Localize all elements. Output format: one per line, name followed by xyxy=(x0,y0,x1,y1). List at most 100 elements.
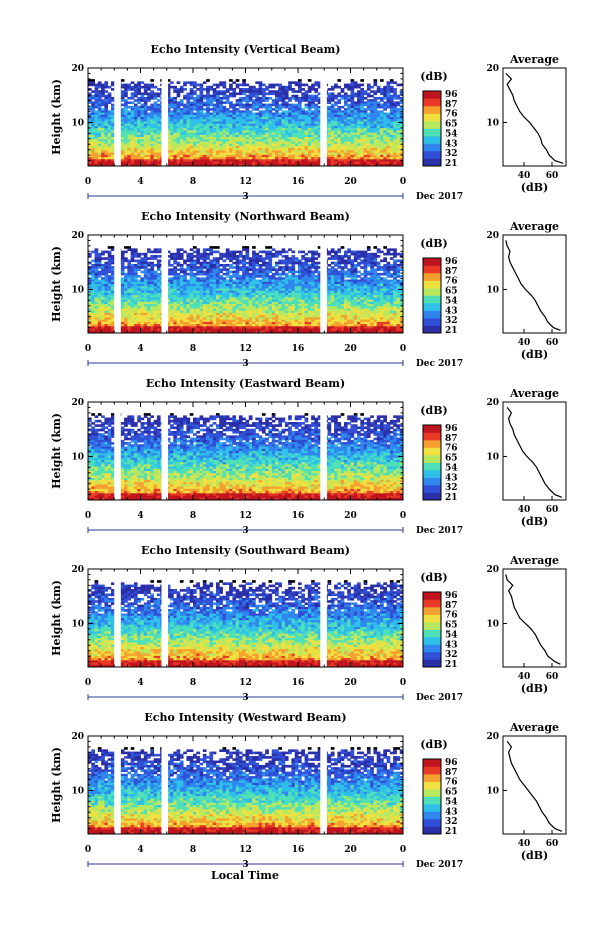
heatmap-cell xyxy=(377,255,381,258)
heatmap-cell xyxy=(200,273,204,276)
heatmap-cell xyxy=(278,253,282,256)
heatmap-cell xyxy=(351,253,355,256)
heatmap-cell xyxy=(265,257,269,260)
heatmap-cell xyxy=(314,253,318,256)
heatmap-cell xyxy=(314,99,318,102)
heatmap-cell xyxy=(121,86,125,89)
heatmap-cell xyxy=(219,257,223,260)
heatmap-cell xyxy=(108,101,112,104)
heatmap-cell xyxy=(150,79,154,82)
heatmap-cell xyxy=(101,95,105,98)
heatmap-cell xyxy=(144,93,148,96)
panel-title: Echo Intensity (Northward Beam) xyxy=(141,210,350,223)
heatmap-cell xyxy=(328,253,332,256)
heatmap-cell xyxy=(255,275,259,278)
heatmap-cell xyxy=(121,104,125,107)
heatmap-cell xyxy=(331,88,335,91)
heatmap-cell xyxy=(308,251,312,254)
colorbar-swatch xyxy=(423,136,441,144)
heatmap-cell xyxy=(272,255,276,258)
colorbar-tick-label: 76 xyxy=(445,110,458,120)
heatmap-cell xyxy=(170,86,174,89)
heatmap-cell xyxy=(367,273,371,276)
heatmap-cell xyxy=(380,93,384,96)
heatmap-cell xyxy=(373,84,377,87)
heatmap-cell xyxy=(134,255,138,258)
heatmap-cell xyxy=(154,97,158,100)
heatmap-cell xyxy=(213,99,217,102)
heatmap-cell xyxy=(396,260,400,263)
heatmap-cell xyxy=(259,93,263,96)
heatmap-cell xyxy=(373,93,377,96)
heatmap-cell xyxy=(157,88,161,91)
heatmap-cell xyxy=(134,99,138,102)
heatmap-cell xyxy=(396,253,400,256)
heatmap-cell xyxy=(104,257,108,260)
heatmap-cell xyxy=(259,251,263,254)
heatmap-cell xyxy=(252,95,256,98)
y-axis-label: Height (km) xyxy=(50,79,63,155)
heatmap-cell xyxy=(190,84,194,87)
heatmap-cell xyxy=(370,95,374,98)
heatmap-cell xyxy=(137,275,141,278)
heatmap-cell xyxy=(91,97,95,100)
colorbar-unit: (dB) xyxy=(420,70,447,83)
heatmap-cell xyxy=(341,262,345,265)
heatmap-cell xyxy=(203,88,207,91)
heatmap-cell xyxy=(380,268,384,271)
heatmap-cell xyxy=(285,106,289,109)
profile-x-tick-label: 40 xyxy=(518,171,531,181)
heatmap-cell xyxy=(275,264,279,267)
heatmap-cell xyxy=(203,108,207,111)
heatmap-cell xyxy=(229,79,233,82)
heatmap-cell xyxy=(170,273,174,276)
heatmap-cell xyxy=(91,251,95,254)
heatmap-cell xyxy=(183,97,187,100)
heatmap-cell xyxy=(232,266,236,269)
heatmap-cell xyxy=(377,106,381,109)
data-gap xyxy=(162,68,169,166)
heatmap-cell xyxy=(373,264,377,267)
heatmap-cell xyxy=(377,90,381,93)
heatmap-cell xyxy=(337,86,341,89)
heatmap-cell xyxy=(291,90,295,93)
heatmap-cell xyxy=(219,93,223,96)
heatmap-cell xyxy=(226,275,230,278)
heatmap-cell xyxy=(278,262,282,265)
heatmap-cell xyxy=(334,257,338,260)
heatmap-cell xyxy=(131,101,135,104)
heatmap-cell xyxy=(314,257,318,260)
heatmap-cell xyxy=(255,108,259,111)
heatmap-cell xyxy=(265,99,269,102)
heatmap-cell xyxy=(209,108,213,111)
heatmap-cell xyxy=(314,271,318,274)
x-tick-label: 8 xyxy=(190,177,196,187)
heatmap-cell xyxy=(291,251,295,254)
heatmap-cell xyxy=(232,275,236,278)
heatmap-cell xyxy=(223,101,227,104)
heatmap-cell xyxy=(177,257,181,260)
heatmap-cell xyxy=(101,257,105,260)
heatmap-cell xyxy=(295,90,299,93)
colorbar-swatch xyxy=(423,159,441,167)
heatmap-cell xyxy=(295,262,299,265)
heatmap-cell xyxy=(236,79,240,82)
heatmap-cell xyxy=(190,248,194,251)
heatmap-cell xyxy=(232,262,236,265)
heatmap-cell xyxy=(104,90,108,93)
heatmap-cell xyxy=(101,104,105,107)
heatmap-cell xyxy=(334,86,338,89)
heatmap-cell xyxy=(183,88,187,91)
heatmap-cell xyxy=(301,257,305,260)
colorbar-swatch xyxy=(423,121,441,129)
heatmap-cell xyxy=(278,268,282,271)
heatmap-cell xyxy=(111,99,115,102)
heatmap-cell xyxy=(183,84,187,87)
heatmap-cell xyxy=(354,95,358,98)
heatmap-cell xyxy=(275,255,279,258)
colorbar-tick-label: 21 xyxy=(445,159,458,169)
heatmap-cell xyxy=(213,251,217,254)
heatmap-cell xyxy=(190,97,194,100)
heatmap-cell xyxy=(282,255,286,258)
colorbar-swatch xyxy=(423,91,441,99)
